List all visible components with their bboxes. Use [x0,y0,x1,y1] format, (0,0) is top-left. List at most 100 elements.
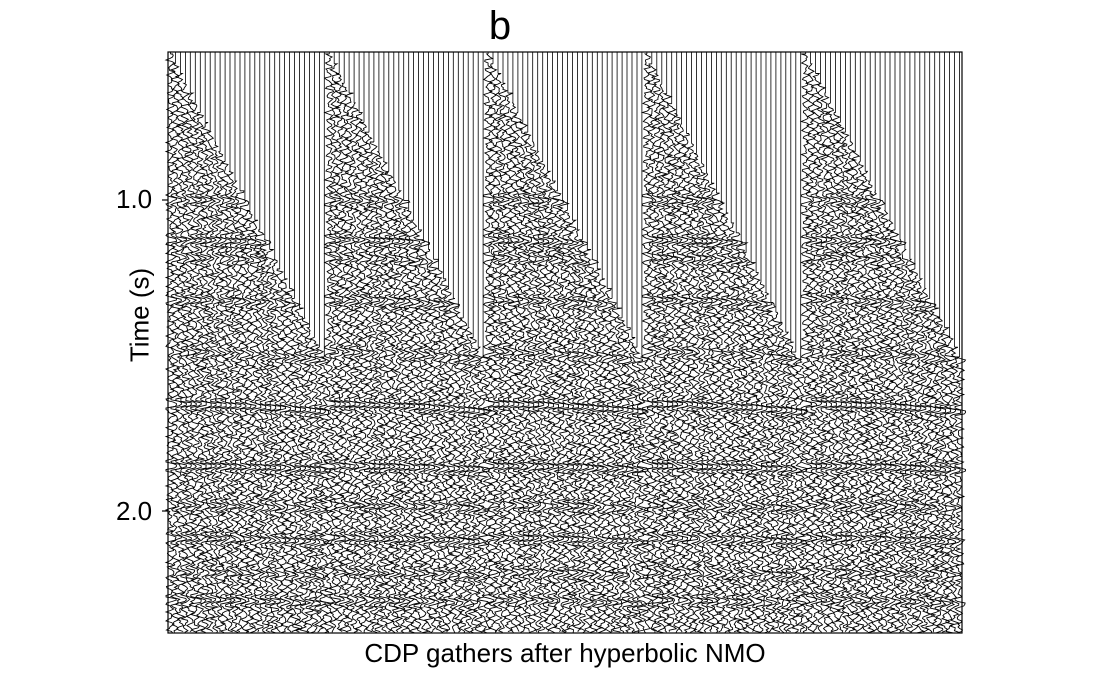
wiggle-trace [417,239,431,634]
wiggle-trace [209,141,223,633]
wiggle-trace [670,113,684,633]
wiggle-trace [755,282,768,633]
wiggle-trace [571,229,585,633]
wiggle-trace [621,327,634,633]
wiggle-trace [606,297,619,634]
wiggle-trace [308,337,322,634]
wiggle-trace [199,121,213,633]
wiggle-trace [646,63,659,633]
wiggle-trace [283,288,297,633]
wiggle-trace [749,272,764,634]
wiggle-trace [745,262,758,632]
wiggle-trace [243,209,257,633]
wiggle-trace [516,121,530,633]
wiggle-trace [576,239,590,634]
wiggle-trace [774,321,788,634]
y-tick-label-2: 2.0 [116,496,153,526]
wiggle-trace [487,63,501,633]
wiggle-trace [844,141,858,633]
wiggle-trace [596,278,610,634]
wiggle-trace [526,141,540,633]
wiggle-trace [333,73,347,632]
wiggle-trace [273,268,287,633]
wiggle-trace [512,112,526,632]
wiggle-trace [650,73,665,633]
wiggle-trace [933,317,947,634]
wiggle-trace [656,83,669,634]
x-axis-label: CDP gathers after hyperbolic NMO [364,638,766,668]
wiggle-trace [452,307,465,633]
wiggle-trace [804,63,818,633]
wiggle-trace [412,229,426,633]
wiggle-trace [720,212,734,634]
wiggle-trace [943,337,957,634]
wiggle-trace [204,131,217,633]
wiggle-trace [879,209,892,633]
wiggle-trace [521,131,535,632]
wiggle-trace [462,327,476,633]
wiggle-trace [472,346,486,633]
wiggle-trace [323,53,336,634]
wiggle-trace [377,161,391,633]
wiggle-trace [690,152,704,633]
wiggle-trace [948,346,962,633]
wiggle-trace [402,209,417,633]
wiggle-trace [834,121,848,633]
wiggle-trace [383,170,396,633]
wiggle-trace [908,268,922,633]
wiggle-trace [616,317,630,634]
wiggle-trace [532,151,545,633]
wiggle-trace [854,161,868,633]
wiggle-trace [328,63,342,633]
wiggle-trace [819,92,833,632]
panel-label: b [488,4,512,48]
wiggle-trace [715,202,729,633]
wiggle-trace [491,73,505,632]
wiggle-trace [894,239,908,634]
wiggle-trace [298,317,312,634]
wiggle-trace [457,317,471,634]
wiggle-trace [249,219,262,634]
wiggle-trace [432,268,446,633]
wiggle-trace [189,102,203,633]
wiggle-trace [551,190,565,633]
seismic-traces [164,52,967,634]
wiggle-trace [784,341,798,633]
wiggle-trace [387,180,401,633]
wiggle-trace [636,356,649,634]
wiggle-trace [918,288,932,633]
wiggle-trace [685,142,699,633]
wiggle-trace [164,53,178,634]
wiggle-trace [268,258,282,634]
wiggle-trace [392,190,406,633]
wiggle-trace [631,346,645,633]
wiggle-trace [923,297,937,633]
wiggle-trace [278,278,292,634]
wiggle-trace [795,361,808,633]
wiggle-trace [849,151,863,632]
wiggle-trace [938,327,953,633]
wiggle-trace [363,131,376,633]
wiggle-trace [482,53,495,634]
wiggle-trace [874,200,888,634]
wiggle-trace [367,141,381,633]
wiggle-trace [442,288,456,633]
wiggle-trace [884,219,898,634]
wiggle-trace [264,249,277,633]
wiggle-trace [839,131,853,632]
wiggle-trace [780,331,793,633]
wiggle-trace [815,82,828,633]
wiggle-trace [437,278,451,634]
wiggle-trace [343,92,357,633]
wiggle-trace [888,229,902,633]
wiggle-trace [541,170,555,633]
wiggle-trace [735,242,749,634]
wiggle-trace [536,161,550,633]
wiggle-trace [928,307,942,633]
wiggle-trace [953,356,967,634]
wiggle-trace [626,337,640,634]
wiggle-trace [467,337,480,634]
wiggle-trace [313,346,327,633]
wiggle-trace [546,180,560,634]
wiggle-trace [591,268,605,633]
